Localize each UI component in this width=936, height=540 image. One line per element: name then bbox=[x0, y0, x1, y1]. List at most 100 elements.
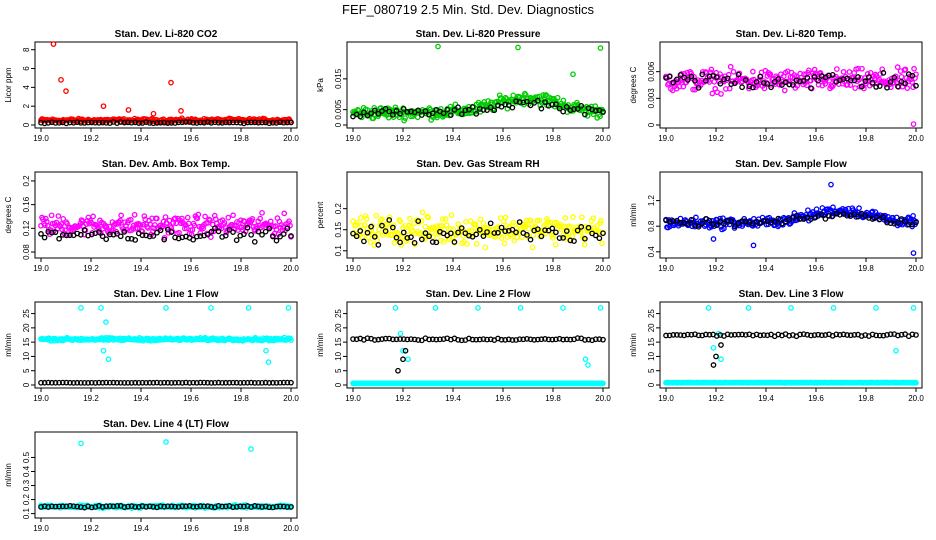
data-point bbox=[437, 336, 443, 343]
data-point bbox=[797, 78, 803, 85]
data-point bbox=[131, 211, 138, 218]
data-point bbox=[56, 379, 62, 386]
data-point bbox=[670, 218, 677, 225]
data-point bbox=[103, 119, 110, 126]
data-point bbox=[862, 78, 869, 84]
data-point bbox=[85, 380, 91, 386]
data-point bbox=[56, 119, 62, 126]
data-point bbox=[389, 227, 396, 233]
data-point bbox=[103, 224, 110, 231]
data-point bbox=[272, 223, 279, 229]
data-point bbox=[695, 223, 702, 230]
series-cyan bbox=[663, 305, 919, 386]
data-point bbox=[280, 503, 287, 510]
data-point bbox=[852, 85, 859, 91]
data-point bbox=[58, 221, 65, 227]
data-point bbox=[125, 119, 131, 126]
data-point bbox=[78, 440, 84, 447]
x-tick-label: 19.2 bbox=[83, 134, 99, 143]
data-point bbox=[856, 205, 862, 211]
x-tick-label: 19.2 bbox=[395, 264, 411, 273]
data-point bbox=[288, 504, 294, 510]
data-point bbox=[375, 242, 382, 248]
data-point bbox=[350, 230, 356, 237]
data-point bbox=[677, 72, 684, 78]
data-point bbox=[270, 119, 276, 126]
data-point bbox=[600, 380, 606, 387]
data-point bbox=[244, 224, 251, 231]
data-point bbox=[197, 233, 204, 239]
data-point bbox=[684, 331, 691, 338]
data-point bbox=[184, 214, 191, 221]
data-point bbox=[757, 332, 764, 339]
data-point bbox=[771, 218, 778, 225]
data-point bbox=[527, 217, 534, 224]
data-point bbox=[491, 230, 498, 236]
data-point bbox=[826, 213, 832, 219]
data-point bbox=[418, 236, 425, 243]
y-axis-label: percent bbox=[316, 201, 325, 228]
data-point bbox=[724, 75, 731, 82]
data-point bbox=[390, 224, 396, 231]
x-tick-label: 20.0 bbox=[595, 264, 611, 273]
series-black bbox=[38, 224, 294, 245]
y-tick-label: 20 bbox=[22, 323, 31, 332]
data-point bbox=[760, 332, 767, 338]
data-point bbox=[164, 379, 171, 386]
data-point bbox=[266, 380, 273, 386]
data-point bbox=[568, 224, 574, 230]
data-point bbox=[59, 503, 66, 510]
data-point bbox=[88, 504, 95, 511]
data-point bbox=[447, 230, 454, 237]
data-point bbox=[846, 69, 853, 75]
data-point bbox=[524, 336, 530, 342]
data-point bbox=[411, 239, 418, 246]
data-point bbox=[509, 104, 516, 111]
data-point bbox=[161, 379, 168, 386]
data-point bbox=[384, 221, 391, 228]
plot-frame bbox=[34, 41, 298, 129]
data-point bbox=[549, 235, 556, 241]
data-point bbox=[480, 220, 487, 227]
data-point bbox=[705, 305, 712, 311]
data-point bbox=[688, 331, 695, 338]
data-point bbox=[397, 330, 404, 337]
data-point bbox=[48, 212, 55, 219]
data-point bbox=[78, 379, 84, 386]
data-point bbox=[202, 213, 208, 220]
data-point bbox=[41, 503, 48, 510]
data-point bbox=[670, 332, 677, 338]
plot-frame bbox=[34, 171, 298, 259]
data-point bbox=[284, 225, 291, 232]
x-tick-label: 20.0 bbox=[908, 394, 924, 403]
data-point bbox=[373, 212, 380, 219]
x-tick-label: 19.8 bbox=[858, 264, 874, 273]
data-point bbox=[288, 379, 294, 386]
data-point bbox=[542, 230, 548, 237]
data-point bbox=[487, 104, 494, 111]
data-point bbox=[893, 347, 899, 354]
data-point bbox=[41, 379, 48, 386]
data-point bbox=[440, 110, 447, 117]
data-point bbox=[255, 379, 262, 386]
data-point bbox=[191, 222, 198, 229]
data-point bbox=[466, 106, 472, 113]
data-point bbox=[411, 336, 418, 343]
data-point bbox=[277, 503, 283, 510]
data-point bbox=[527, 102, 534, 109]
data-point bbox=[898, 331, 905, 338]
data-point bbox=[502, 228, 509, 235]
data-point bbox=[808, 85, 814, 91]
data-point bbox=[538, 233, 545, 240]
data-point bbox=[894, 64, 901, 71]
data-point bbox=[582, 235, 588, 242]
data-point bbox=[230, 119, 236, 126]
data-point bbox=[168, 229, 175, 235]
data-point bbox=[400, 356, 406, 363]
data-point bbox=[585, 224, 592, 231]
data-point bbox=[357, 214, 364, 221]
chart-panel-8: Stan. Dev. Line 2 Flow 19.0 19.2 19.4 19.6 19… bbox=[316, 289, 611, 403]
data-point bbox=[731, 331, 738, 338]
x-tick-label: 19.8 bbox=[233, 264, 249, 273]
